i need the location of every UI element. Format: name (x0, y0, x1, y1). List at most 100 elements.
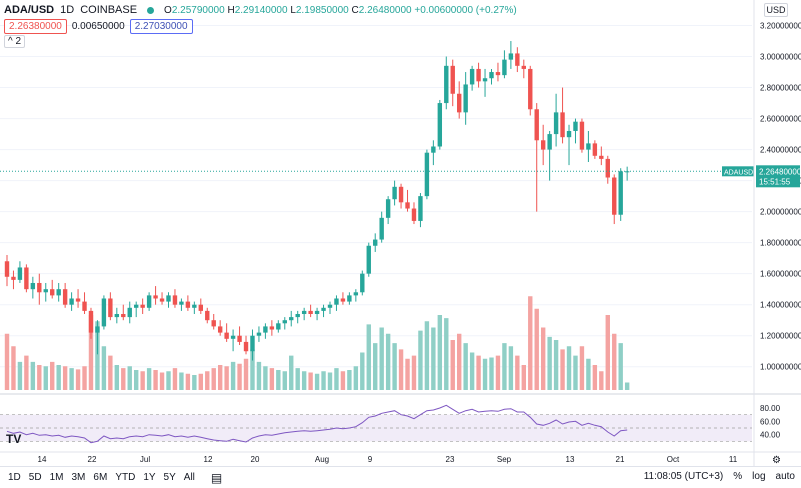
candle-body (502, 59, 507, 76)
candle-body (192, 304, 197, 308)
candle-body (534, 109, 539, 141)
candle-body (353, 292, 359, 296)
timeframe-6m[interactable]: 6M (93, 472, 108, 483)
volume-bar (301, 371, 307, 390)
candle-body (295, 314, 300, 318)
candle-body (276, 323, 281, 330)
countdown-label: 15:51:55 (759, 177, 791, 186)
candle-body (327, 304, 333, 308)
gear-icon: ⚙ (772, 455, 781, 466)
ask-price[interactable]: 2.27030000 (129, 19, 193, 34)
candle-body (547, 134, 552, 150)
candle-body (37, 282, 42, 293)
candle-body (263, 326, 268, 333)
candle-body (347, 295, 352, 302)
volume-bar (250, 349, 255, 390)
exchange-label: COINBASE (80, 4, 138, 16)
candle-body (95, 326, 100, 333)
volume-bar (30, 361, 36, 390)
volume-bar (314, 373, 320, 390)
rsi-tick-label: 40.00 (760, 431, 781, 440)
volume-bar (573, 355, 578, 390)
candle-body (469, 68, 475, 85)
timeframe-1y[interactable]: 1Y (143, 472, 156, 483)
candle-body (11, 276, 16, 280)
volume-bar (211, 368, 216, 390)
date-range-icon[interactable]: ▤ (210, 470, 223, 485)
timeframe-1m[interactable]: 1M (49, 472, 64, 483)
x-tick-label: Jul (140, 455, 150, 464)
candle-body (592, 143, 598, 156)
timeframe-1d[interactable]: 1D (8, 472, 21, 483)
candle-body (321, 307, 326, 311)
volume-bar (553, 340, 559, 390)
rsi-tick-label: 60.00 (760, 417, 781, 426)
volume-bar (192, 375, 197, 390)
market-status-icon (147, 6, 155, 14)
volume-bar (385, 333, 391, 390)
candle-body (515, 53, 520, 66)
volume-bar (624, 382, 630, 390)
volume-bar (379, 327, 384, 390)
candle-body (289, 317, 294, 321)
volume-bar (153, 370, 158, 390)
volume-bar (521, 365, 526, 390)
timeframe-5d[interactable]: 5D (28, 472, 42, 483)
clock-time[interactable]: 11:08:05 (UTC+3) (643, 471, 724, 482)
close-value: 2.26480000 (358, 4, 412, 16)
timeframe-buttons: 1D 5D 1M 3M 6M YTD 1Y 5Y All (4, 472, 199, 483)
candle-body (127, 307, 132, 318)
volume-bar (340, 371, 346, 390)
volume-bar (62, 366, 68, 390)
candle-body (24, 267, 29, 290)
candle-body (237, 335, 242, 342)
candle-body (612, 177, 617, 215)
volume-bar (373, 343, 378, 390)
volume-bar (37, 365, 42, 390)
volume-bar (508, 346, 514, 390)
x-tick-label: Sep (497, 455, 512, 464)
volume-bar (476, 355, 481, 390)
bid-price[interactable]: 2.26380000 (4, 19, 67, 34)
auto-button[interactable]: auto (775, 471, 795, 482)
y-tick-label: 3.20000000 (760, 22, 801, 31)
candle-body (528, 68, 533, 110)
candle-body (56, 289, 61, 296)
currency-selector[interactable]: USD (764, 3, 788, 17)
volume-bar (256, 361, 262, 390)
ticker-tag (722, 166, 754, 177)
volume-bar (482, 358, 488, 390)
candle-body (553, 112, 559, 135)
log-button[interactable]: log (752, 471, 766, 482)
candle-body (508, 53, 514, 60)
volume-bar (11, 346, 16, 390)
candle-body (4, 261, 10, 277)
volume-bar (24, 355, 29, 390)
volume-bar (540, 327, 546, 390)
candle-body (560, 112, 565, 138)
interval-label[interactable]: 1D (60, 4, 75, 16)
timeframe-ytd[interactable]: YTD (115, 472, 136, 483)
volume-bar (185, 373, 191, 390)
volume-bar (95, 321, 100, 390)
symbol-title[interactable]: ADA/USD (4, 4, 55, 16)
candle-body (243, 341, 249, 352)
high-value: 2.29140000 (234, 4, 288, 16)
x-tick-label: 9 (368, 455, 373, 464)
candle-body (366, 245, 371, 274)
volume-bar (243, 358, 249, 390)
x-tick-label: 20 (251, 455, 260, 464)
timeframe-5y[interactable]: 5Y (163, 472, 176, 483)
percent-button[interactable]: % (733, 471, 743, 482)
timeframe-all[interactable]: All (183, 472, 195, 483)
y-tick-label: 2.00000000 (760, 208, 801, 217)
candle-body (153, 295, 158, 299)
candle-body (385, 199, 391, 218)
indicators-collapse-button[interactable]: ^ 2 (4, 35, 26, 48)
candle-body (217, 326, 223, 333)
candle-body (360, 273, 365, 293)
change-value: +0.00600000 (+0.27%) (414, 4, 517, 16)
timeframe-3m[interactable]: 3M (71, 472, 86, 483)
